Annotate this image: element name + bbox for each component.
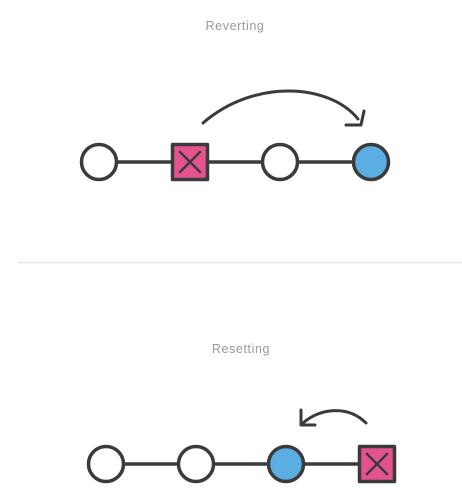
- resetting-commit-1: [86, 444, 126, 484]
- resetting-commit-2: [176, 444, 216, 484]
- reverting-commit-3: [260, 142, 300, 182]
- x-mark-icon: [365, 452, 389, 476]
- resetting-commit-3-current: [266, 444, 306, 484]
- curved-arrow-icon: [299, 408, 368, 427]
- reverting-commit-4-current: [351, 142, 391, 182]
- reverting-commit-1: [79, 142, 119, 182]
- reverting-row: [79, 89, 391, 182]
- x-mark-icon: [178, 150, 202, 174]
- reverting-commit-2-undone: [170, 142, 210, 182]
- resetting-commit-4-undone: [357, 444, 397, 484]
- curved-arrow-icon: [201, 89, 366, 127]
- reverting-title: Reverting: [205, 19, 265, 33]
- resetting-title: Resetting: [211, 342, 271, 356]
- resetting-row: [86, 408, 397, 484]
